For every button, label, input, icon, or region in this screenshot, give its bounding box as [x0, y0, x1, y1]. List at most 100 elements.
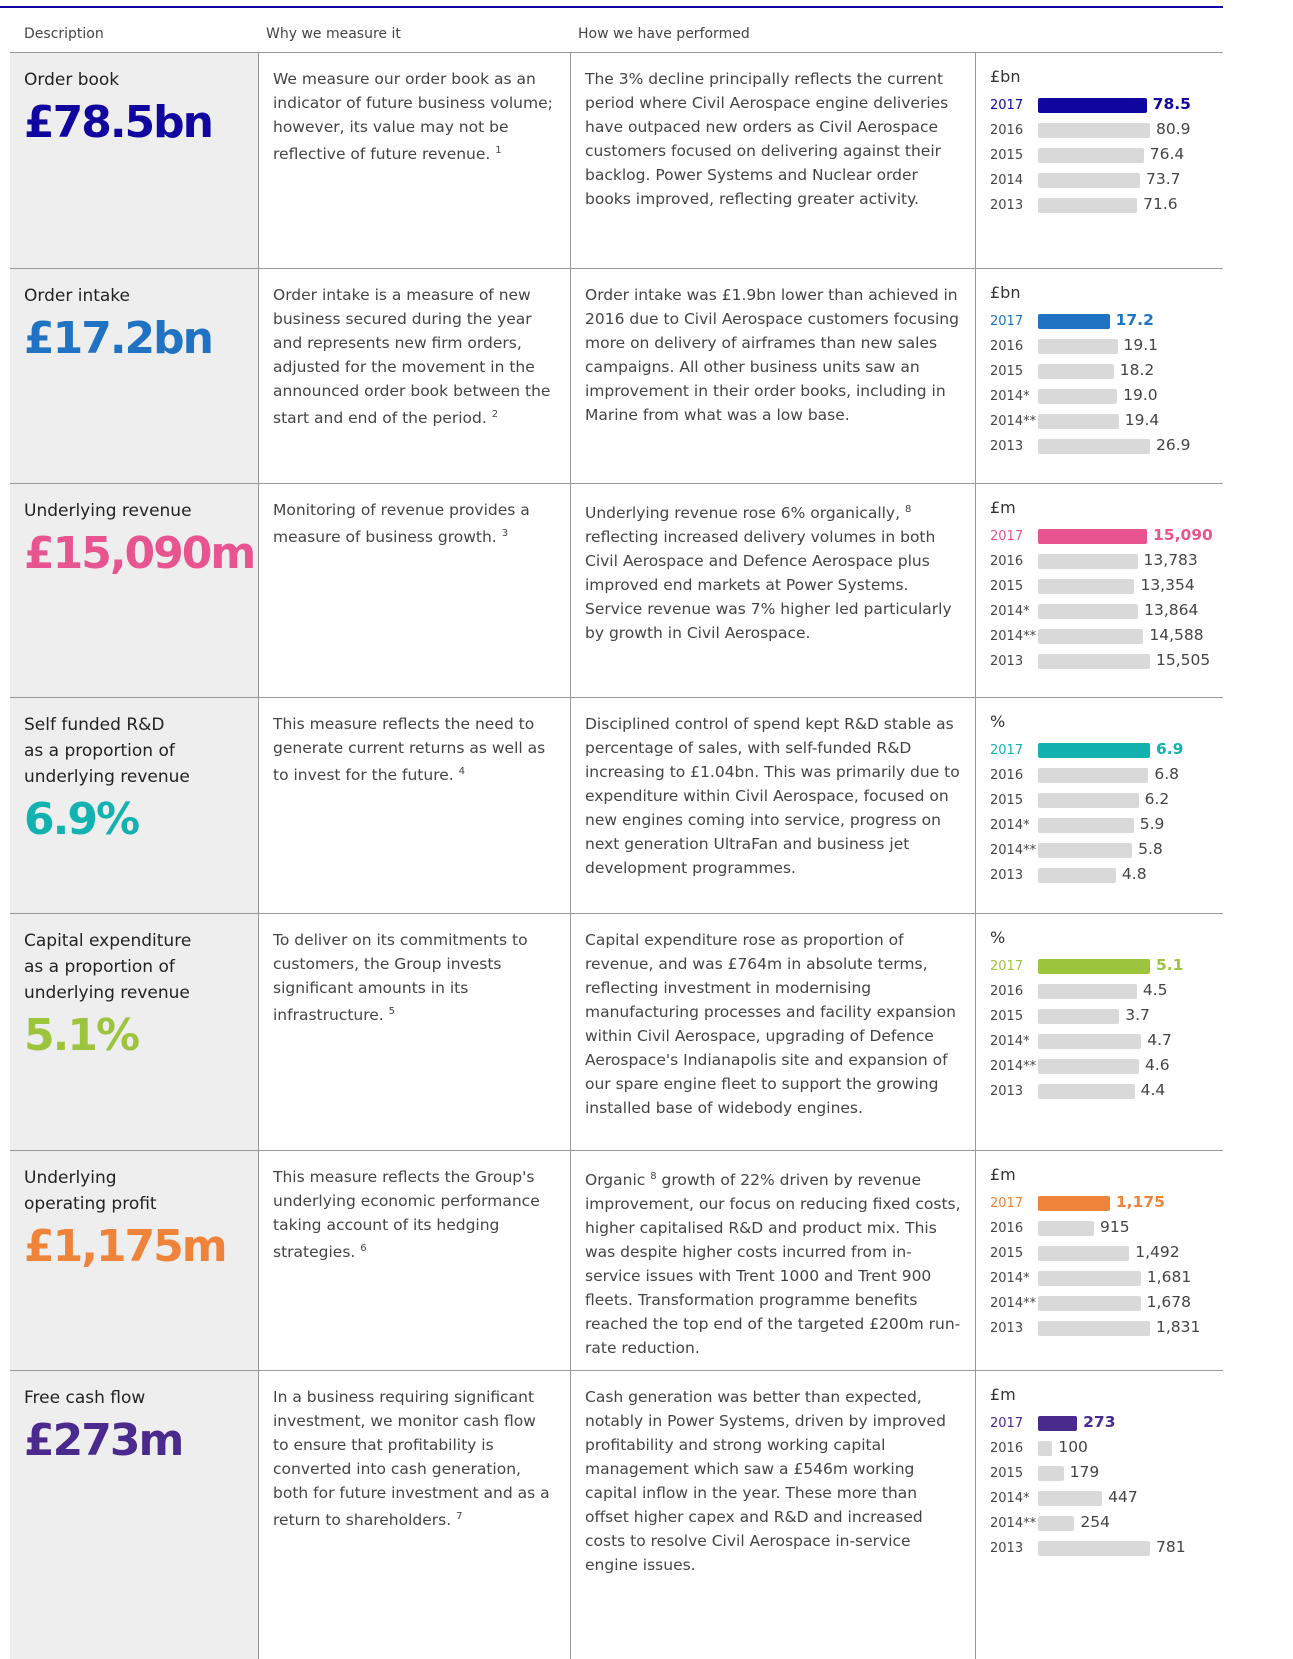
value-label: 71.6: [1143, 195, 1178, 213]
year-label: 2017: [990, 959, 1024, 974]
value-label: 6.2: [1144, 790, 1170, 808]
year-label: 2015: [990, 1246, 1024, 1261]
bar-row: 2013 71.6: [990, 194, 1209, 219]
year-label: 2014*: [990, 818, 1030, 833]
kpi-value: 6.9%: [24, 794, 140, 845]
value-label: 1,175: [1115, 1193, 1165, 1211]
year-label: 2015: [990, 793, 1024, 808]
year-label: 2016: [990, 339, 1024, 354]
value-label: 19.1: [1123, 336, 1159, 354]
bar: [1038, 339, 1118, 354]
kpi-value: £15,090m: [24, 528, 256, 579]
kpi-value: £1,175m: [24, 1221, 228, 1272]
bar: [1038, 1466, 1064, 1481]
value-label: 4.4: [1140, 1081, 1166, 1099]
chart-unit: £m: [990, 1385, 1016, 1404]
year-label: 2017: [990, 98, 1024, 113]
bar-row: 2016 13,783: [990, 550, 1209, 575]
kpi-row: Free cash flow £273m In a business requiri…: [10, 1370, 1223, 1659]
value-label: 13,354: [1140, 576, 1195, 594]
bar-row: 2016 80.9: [990, 119, 1209, 144]
year-label: 2017: [990, 314, 1024, 329]
bar: [1038, 198, 1138, 213]
text-segment: In a business requiring significant inve…: [273, 1388, 550, 1530]
year-label: 2013: [990, 1084, 1024, 1099]
kpi-name: Capital expenditure as a proportion of u…: [24, 931, 192, 1003]
year-label: 2014*: [990, 1034, 1030, 1049]
year-label: 2013: [990, 1541, 1024, 1556]
bar-row: 2013 1,831: [990, 1317, 1209, 1342]
kpi-value: £17.2bn: [24, 313, 214, 364]
text-segment: Monitoring of revenue provides a measure…: [273, 501, 530, 547]
footnote-ref: 1: [495, 145, 502, 156]
year-label: 2016: [990, 984, 1024, 999]
year-label: 2014: [990, 173, 1024, 188]
bar: [1038, 1084, 1135, 1099]
value-label: 1,681: [1146, 1268, 1192, 1286]
description-cell: Underlying operating profit £1,175m: [10, 1151, 258, 1371]
text-segment: Order intake is a measure of new busines…: [273, 286, 551, 428]
bar-row: 2014* 1,681: [990, 1267, 1209, 1292]
text-segment: reflecting increased delivery volumes in…: [585, 528, 952, 643]
why-cell: Monitoring of revenue provides a measure…: [258, 484, 570, 698]
how-cell: The 3% decline principally reflects the …: [570, 53, 975, 269]
bar-row: 2016 6.8: [990, 764, 1209, 789]
bar: [1038, 868, 1116, 883]
text-segment: To deliver on its commitments to custome…: [273, 931, 528, 1025]
how-cell: Underlying revenue rose 6% organically, …: [570, 484, 975, 698]
bar: [1038, 389, 1118, 404]
chart-cell: £m 2017 273 2016 100 2015 179 2014* 447 2014** 254…: [975, 1371, 1223, 1659]
year-label: 2014**: [990, 1059, 1037, 1074]
title-rule: [0, 6, 1223, 8]
description-cell: Order intake £17.2bn: [10, 269, 258, 484]
year-label: 2014**: [990, 629, 1037, 644]
value-label: 73.7: [1146, 170, 1181, 188]
value-label: 15,090: [1153, 526, 1213, 544]
how-cell: Organic 8 growth of 22% driven by revenu…: [570, 1151, 975, 1371]
text-segment: growth of 22% driven by revenue improvem…: [585, 1171, 961, 1358]
value-label: 1,678: [1146, 1293, 1192, 1311]
bar: [1038, 984, 1137, 999]
bar: [1038, 439, 1150, 454]
year-label: 2015: [990, 1466, 1024, 1481]
bar: [1038, 529, 1147, 544]
chart-unit: £bn: [990, 283, 1021, 302]
bar-row: 2015 1,492: [990, 1242, 1209, 1267]
text-segment: The 3% decline principally reflects the …: [585, 70, 949, 208]
chart-unit: £m: [990, 498, 1016, 517]
value-label: 4.6: [1145, 1056, 1170, 1074]
text-segment: Underlying revenue rose 6% organically,: [585, 504, 901, 523]
value-label: 6.8: [1154, 765, 1180, 783]
bar-row: 2017 78.5: [990, 94, 1209, 119]
column-header: Description: [24, 26, 104, 42]
why-cell: This measure reflects the need to genera…: [258, 698, 570, 914]
bar: [1038, 818, 1134, 833]
value-label: 6.9: [1156, 740, 1184, 758]
text-segment: Capital expenditure rose as proportion o…: [585, 931, 956, 1117]
value-label: 254: [1080, 1513, 1111, 1531]
bar-row: 2014** 254: [990, 1512, 1209, 1537]
year-label: 2017: [990, 1416, 1024, 1431]
value-label: 781: [1156, 1538, 1186, 1556]
kpi-row: Underlying revenue £15,090m Monitoring of …: [10, 483, 1223, 698]
footnote-ref: 8: [904, 504, 912, 515]
bar: [1038, 1196, 1110, 1211]
bar: [1038, 743, 1150, 758]
value-label: 4.5: [1142, 981, 1168, 999]
how-cell: Cash generation was better than expected…: [570, 1371, 975, 1659]
value-label: 26.9: [1156, 436, 1191, 454]
footnote-ref: 5: [388, 1006, 396, 1017]
bar-row: 2014* 447: [990, 1487, 1209, 1512]
kpi-row: Order book £78.5bn We measure our order bo…: [10, 52, 1223, 269]
year-label: 2017: [990, 529, 1024, 544]
bar-row: 2016 915: [990, 1217, 1209, 1242]
value-label: 1,492: [1135, 1243, 1180, 1261]
year-label: 2014*: [990, 389, 1030, 404]
year-label: 2014*: [990, 604, 1030, 619]
year-label: 2017: [990, 1196, 1024, 1211]
bar-row: 2016 4.5: [990, 980, 1209, 1005]
chart-cell: % 2017 6.9 2016 6.8 2015 6.2 2014* 5.9 2014** 5.8 2…: [975, 698, 1223, 914]
bar-row: 2014** 19.4: [990, 410, 1209, 435]
year-label: 2015: [990, 1009, 1024, 1024]
value-label: 76.4: [1149, 145, 1185, 163]
